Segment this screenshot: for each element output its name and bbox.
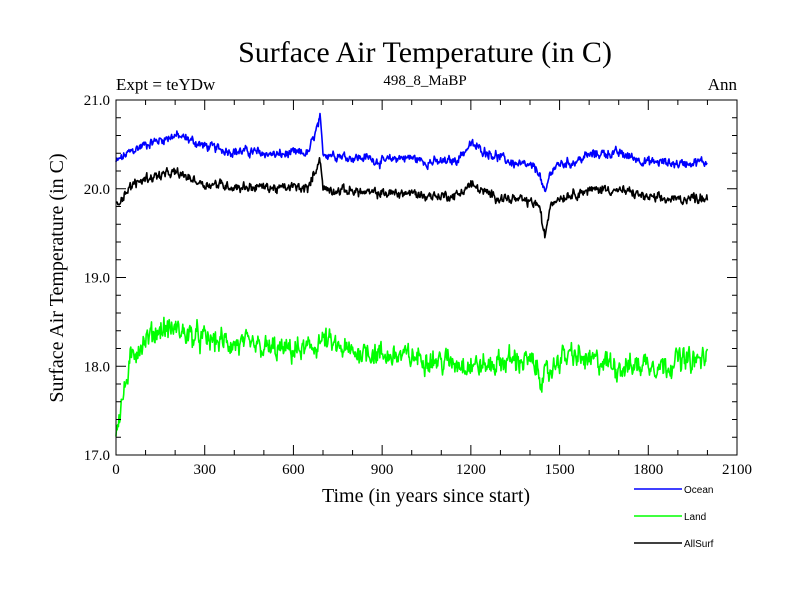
axes-layer: 0 300 600 900 1200 1500 1800 2100 17.0 18.0 19.0 20… — [84, 93, 752, 478]
x-tick-label: 600 — [282, 462, 305, 478]
y-tick-label: 17.0 — [84, 448, 110, 464]
x-tick-label: 2100 — [722, 462, 752, 478]
series-line-allsurf — [115, 157, 709, 239]
y-tick-label: 21.0 — [84, 93, 110, 109]
chart-subtitle-left: Expt = teYDw — [116, 75, 216, 94]
y-axis-label: Surface Air Temperature (in C) — [46, 153, 68, 402]
x-tick-label: 900 — [371, 462, 394, 478]
y-tick-label: 19.0 — [84, 271, 110, 287]
plot-frame — [115, 99, 738, 456]
series-line-land — [115, 316, 709, 437]
chart-subtitle-center: 498_8_MaBP — [383, 73, 466, 89]
series-line-ocean — [115, 112, 708, 193]
x-axis-label: Time (in years since start) — [322, 485, 530, 507]
chart-subtitle-right: Ann — [708, 75, 738, 94]
x-tick-label: 0 — [112, 462, 120, 478]
x-tick-label: 1800 — [633, 462, 663, 478]
x-tick-label: 1500 — [545, 462, 575, 478]
series-layer — [115, 112, 709, 437]
y-tick-label: 18.0 — [84, 359, 110, 375]
x-tick-label: 1200 — [456, 462, 486, 478]
y-tick-label: 20.0 — [84, 182, 110, 198]
legend-label-ocean: Ocean — [684, 485, 713, 496]
legend-label-allsurf: AllSurf — [684, 539, 714, 550]
legend-label-land: Land — [684, 512, 706, 523]
x-tick-label: 300 — [193, 462, 216, 478]
legend: Ocean Land AllSurf — [634, 485, 714, 550]
chart-title: Surface Air Temperature (in C) — [238, 36, 612, 69]
